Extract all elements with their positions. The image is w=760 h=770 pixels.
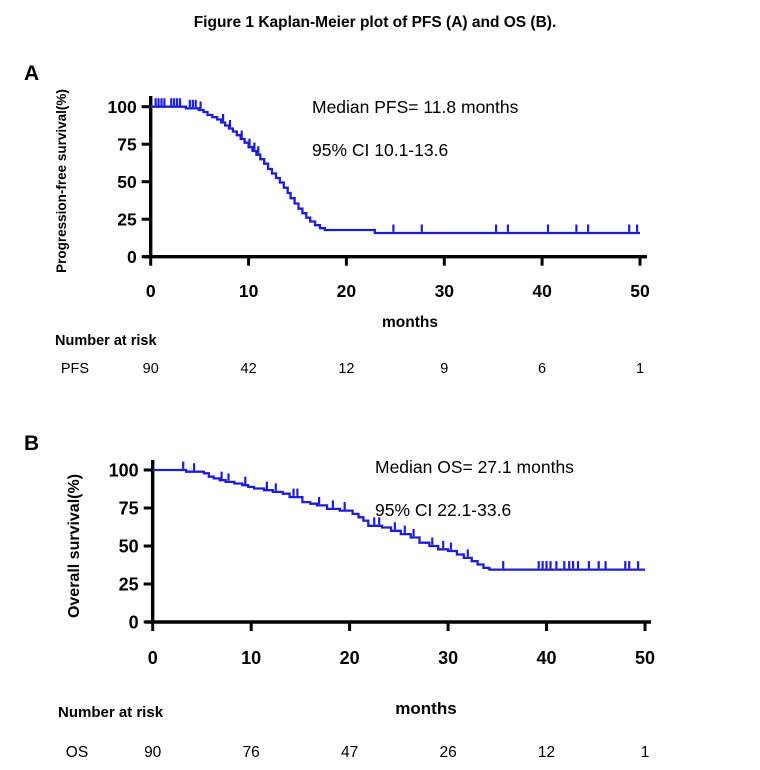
y-tick-label: 75 bbox=[119, 499, 139, 519]
panel-b-y-axis-title: Overall survival(%) bbox=[66, 474, 83, 618]
x-tick-label: 40 bbox=[532, 281, 552, 301]
at-risk-count: 12 bbox=[538, 744, 555, 761]
y-tick-label: 25 bbox=[119, 575, 139, 595]
y-tick-label: 25 bbox=[117, 210, 137, 230]
y-tick-label: 75 bbox=[117, 135, 137, 155]
y-tick-label: 50 bbox=[119, 537, 139, 557]
panel-a-at-risk-row-label: PFS bbox=[61, 361, 89, 377]
at-risk-count: 90 bbox=[144, 744, 162, 761]
figure-title: Figure 1 Kaplan-Meier plot of PFS (A) an… bbox=[194, 14, 557, 31]
x-tick-label: 0 bbox=[146, 281, 156, 301]
at-risk-count: 26 bbox=[439, 744, 456, 761]
panel-b-label: B bbox=[24, 432, 39, 455]
x-tick-label: 30 bbox=[435, 281, 455, 301]
at-risk-count: 12 bbox=[338, 361, 354, 377]
panel-b-number-at-risk-title: Number at risk bbox=[58, 704, 164, 721]
panel-a-y-axis-title: Progression-free survival(%) bbox=[54, 89, 69, 273]
at-risk-count: 47 bbox=[341, 744, 358, 761]
y-tick-label: 100 bbox=[107, 97, 136, 117]
x-tick-label: 30 bbox=[438, 648, 458, 668]
panel-a-plot: 0 10 20 30 40 50 0 25 50 75 100 90 42 12 9 6 1 bbox=[107, 96, 650, 377]
x-tick-label: 0 bbox=[148, 648, 158, 668]
panel-b-at-risk-row-label: OS bbox=[66, 744, 88, 761]
at-risk-count: 9 bbox=[440, 361, 448, 377]
panel-a-number-at-risk-title: Number at risk bbox=[55, 333, 157, 349]
panel-a-x-axis-title: months bbox=[382, 314, 438, 331]
x-tick-label: 20 bbox=[337, 281, 357, 301]
x-tick-label: 50 bbox=[630, 281, 650, 301]
panel-b-plot: 0 10 20 30 40 50 0 25 50 75 100 90 76 47 26 12 1 bbox=[109, 460, 655, 761]
x-tick-label: 40 bbox=[536, 648, 556, 668]
at-risk-count: 6 bbox=[538, 361, 546, 377]
at-risk-count: 42 bbox=[241, 361, 257, 377]
km-curve bbox=[150, 105, 640, 235]
panel-a-median-annotation: Median PFS= 11.8 months bbox=[312, 97, 519, 117]
x-tick-label: 10 bbox=[241, 648, 261, 668]
panel-a-ci-annotation: 95% CI 10.1-13.6 bbox=[312, 140, 448, 160]
at-risk-count: 76 bbox=[243, 744, 260, 761]
panel-b-x-axis-title: months bbox=[395, 699, 456, 718]
y-tick-label: 50 bbox=[117, 172, 137, 192]
x-tick-label: 20 bbox=[340, 648, 360, 668]
y-tick-label: 0 bbox=[129, 613, 139, 633]
at-risk-count: 90 bbox=[143, 361, 159, 377]
panel-b-median-annotation: Median OS= 27.1 months bbox=[375, 457, 574, 477]
at-risk-count: 1 bbox=[641, 744, 650, 761]
panel-a-label: A bbox=[24, 62, 39, 85]
panel-b-ci-annotation: 95% CI 22.1-33.6 bbox=[375, 500, 511, 520]
y-tick-label: 100 bbox=[109, 461, 139, 481]
x-tick-label: 10 bbox=[239, 281, 259, 301]
y-tick-label: 0 bbox=[127, 247, 137, 267]
at-risk-count: 1 bbox=[636, 361, 644, 377]
x-tick-label: 50 bbox=[635, 648, 655, 668]
km-curve bbox=[152, 468, 645, 571]
